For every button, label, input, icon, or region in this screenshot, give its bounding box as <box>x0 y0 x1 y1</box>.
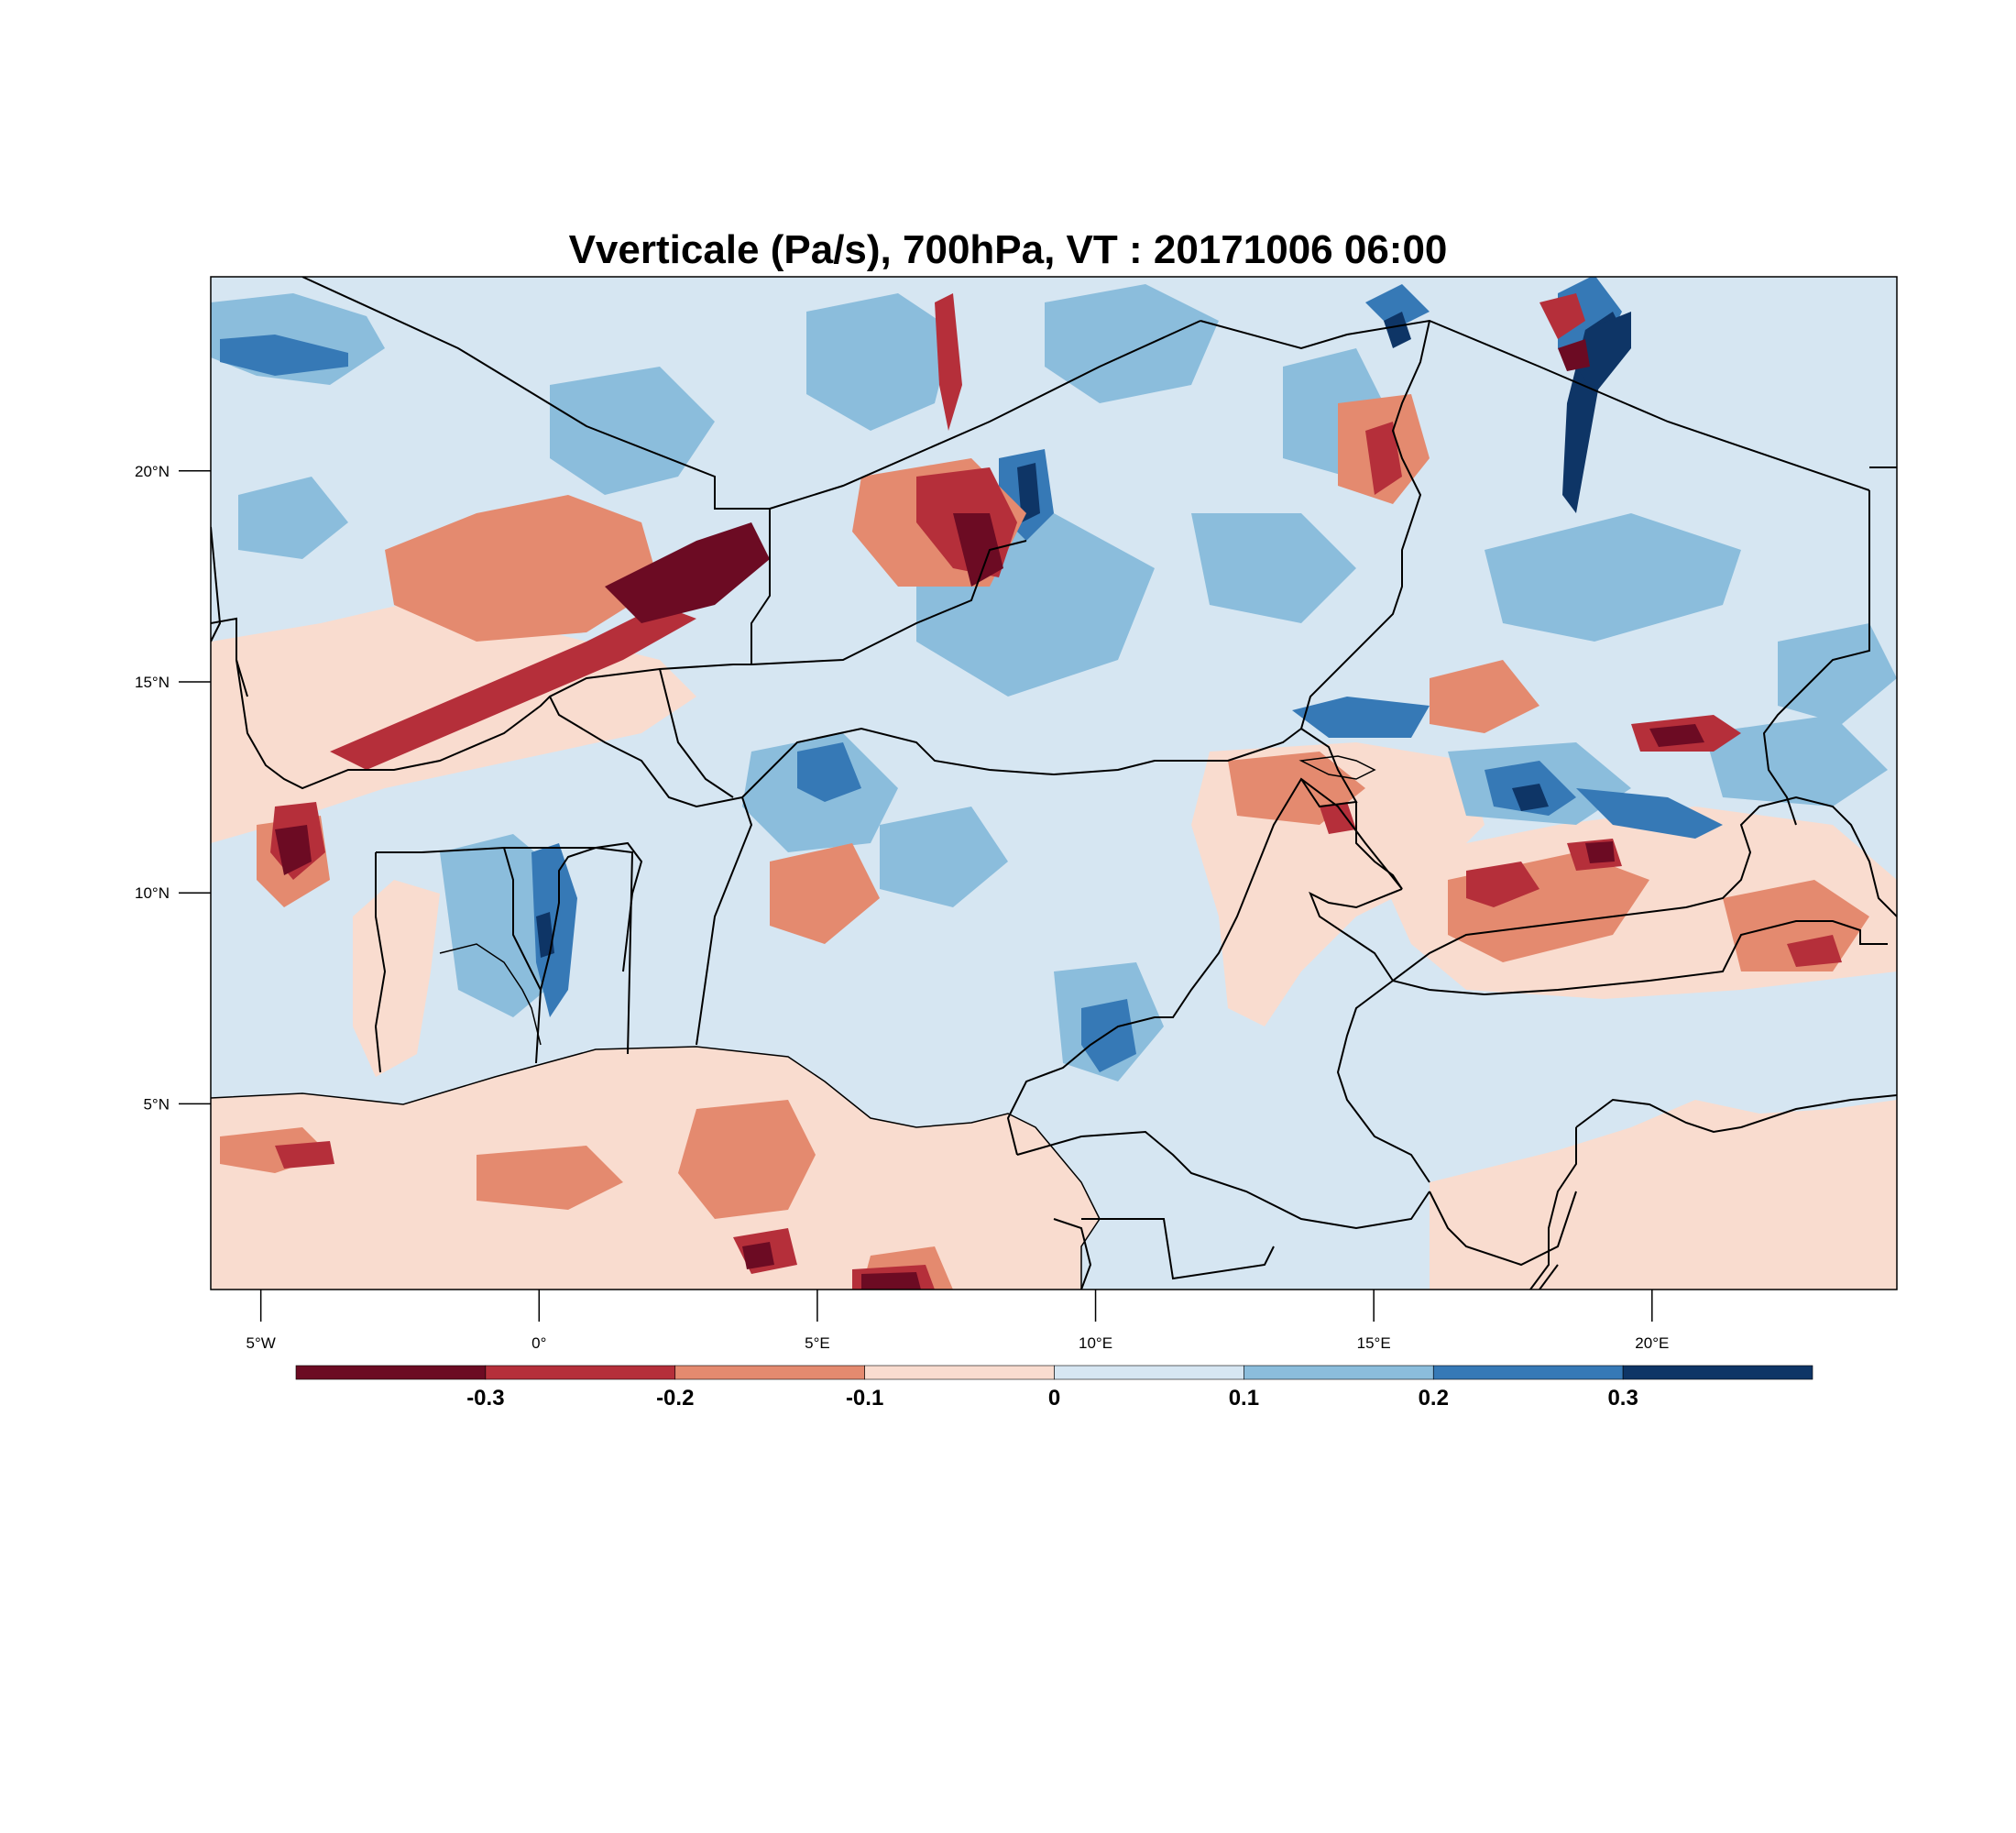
colorbar-swatch <box>864 1365 1055 1380</box>
lon-tick-label: 5°W <box>246 1334 275 1352</box>
descent-patches-strongest <box>275 339 1704 1290</box>
lon-tick-label: 10°E <box>1079 1334 1112 1352</box>
map-title: Vverticale (Pa/s), 700hPa, VT : 20171006… <box>568 227 1448 272</box>
region-central-africa <box>1430 1100 1897 1290</box>
colorbar-swatch <box>1244 1365 1434 1380</box>
lat-tick-label: 20°N <box>135 463 170 480</box>
colorbar-swatch <box>485 1365 676 1380</box>
lat-tick-label: 15°N <box>135 674 170 691</box>
lon-tick-label: 20°E <box>1635 1334 1669 1352</box>
colorbar-label: 0.2 <box>1419 1386 1449 1410</box>
colorbar-label: 0.3 <box>1607 1386 1638 1410</box>
colorbar-label: 0.1 <box>1229 1386 1259 1410</box>
colorbar-swatch <box>295 1365 487 1380</box>
map-axes: 20°N 15°N 10°N 5°N 5°W 0° 5°E 10°E 15°E 20°E <box>135 463 1669 1352</box>
lat-tick-label: 5°N <box>143 1095 170 1113</box>
lon-tick-label: 5°E <box>805 1334 830 1352</box>
colorbar-swatch <box>1622 1365 1813 1380</box>
region-ghana <box>353 880 440 1077</box>
colorbar: -0.3 -0.2 -0.1 0 0.1 0.2 0.3 <box>295 1365 1813 1410</box>
colorbar-swatch <box>1054 1365 1244 1380</box>
colorbar-swatch <box>674 1365 865 1380</box>
colorbar-label: -0.3 <box>466 1386 504 1410</box>
lon-tick-label: 0° <box>531 1334 546 1352</box>
colorbar-label: -0.1 <box>846 1386 883 1410</box>
plot-frame <box>210 276 1898 1290</box>
colorbar-label: -0.2 <box>656 1386 694 1410</box>
colorbar-swatch <box>1432 1365 1624 1380</box>
colorbar-label: 0 <box>1048 1386 1060 1410</box>
coastline <box>211 755 1376 1290</box>
lon-tick-label: 15°E <box>1357 1334 1391 1352</box>
country-borders <box>211 277 1897 1290</box>
ocean-region <box>211 1047 1100 1290</box>
lat-tick-label: 10°N <box>135 884 170 902</box>
